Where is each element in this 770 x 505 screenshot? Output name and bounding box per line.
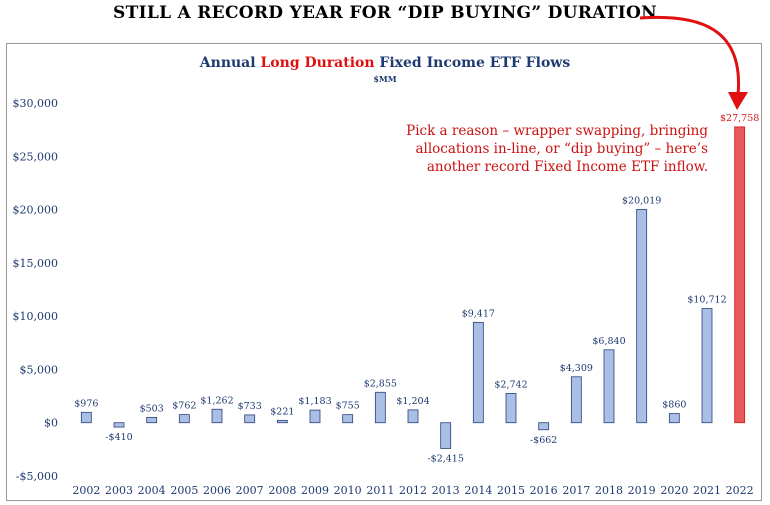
bar-2018 [603, 349, 615, 424]
bar-2011 [374, 391, 386, 424]
data-label-2013: -$2,415 [427, 453, 463, 464]
data-label-2007: $733 [238, 401, 262, 412]
bar-2013 [440, 422, 452, 449]
bar-2021 [701, 308, 713, 424]
x-tick-label: 2005 [170, 484, 198, 497]
data-label-2002: $976 [74, 398, 98, 409]
x-tick-label: 2015 [497, 484, 525, 497]
data-label-2018: $6,840 [592, 336, 625, 347]
data-label-2006: $1,262 [200, 395, 233, 406]
bar-2005 [178, 414, 190, 424]
bar-2009 [309, 409, 321, 424]
x-tick-label: 2017 [562, 484, 590, 497]
headline: STILL A RECORD YEAR FOR “DIP BUYING” DUR… [113, 3, 657, 23]
data-label-2008: $221 [270, 406, 294, 417]
x-tick-label: 2019 [628, 484, 656, 497]
bar-2003 [113, 422, 125, 428]
bar-2020 [668, 413, 680, 424]
data-label-2022: $27,758 [720, 113, 759, 124]
y-tick-label: $5,000 [20, 363, 59, 376]
data-label-2014: $9,417 [462, 308, 495, 319]
data-label-2015: $2,742 [494, 379, 527, 390]
y-axis: -$5,000 $0 $5,000 $10,000 $15,000 $20,000 $25,… [13, 97, 59, 483]
data-label-2012: $1,204 [396, 396, 429, 407]
data-label-2019: $20,019 [622, 195, 661, 206]
x-tick-label: 2021 [693, 484, 721, 497]
bar-2007 [244, 414, 256, 424]
chart-title: Annual Long Duration Fixed Income ETF Fl… [0, 55, 770, 71]
y-tick-label: $25,000 [13, 150, 59, 163]
data-label-2017: $4,309 [560, 363, 593, 374]
x-tick-label: 2010 [334, 484, 362, 497]
callout-arrow [639, 15, 741, 96]
x-tick-label: 2009 [301, 484, 329, 497]
callout-arrow-head [728, 92, 748, 110]
x-tick-label: 2003 [105, 484, 133, 497]
x-tick-label: 2012 [399, 484, 427, 497]
data-label-2005: $762 [172, 401, 196, 412]
y-tick-label: $20,000 [13, 204, 59, 217]
bar-2002 [80, 411, 92, 424]
x-tick-label: 2016 [530, 484, 558, 497]
bar-2004 [146, 416, 158, 424]
bar-2019 [636, 208, 648, 424]
bar-2008 [276, 419, 288, 424]
x-axis: 2002 2003 2004 2005 2006 2007 2008 2009 2010 2011… [72, 484, 753, 497]
data-label-2004: $503 [140, 403, 164, 414]
bar-2015 [505, 393, 517, 424]
y-tick-label: $10,000 [13, 310, 59, 323]
bar-2012 [407, 409, 419, 424]
x-tick-label: 2020 [660, 484, 688, 497]
y-tick-label: -$5,000 [16, 470, 58, 483]
annotation-text: Pick a reason – wrapper swapping, bringi… [406, 123, 708, 175]
title-part-1: Annual [199, 55, 261, 71]
bars-group [80, 126, 746, 449]
y-tick-label: $15,000 [13, 257, 59, 270]
x-tick-label: 2011 [366, 484, 394, 497]
data-label-2010: $755 [336, 401, 360, 412]
bar-2017 [570, 376, 582, 424]
bar-2014 [472, 321, 484, 424]
data-label-2003: -$410 [105, 432, 132, 443]
data-label-2009: $1,183 [298, 396, 331, 407]
x-tick-label: 2004 [138, 484, 166, 497]
title-part-2: Fixed Income ETF Flows [374, 55, 571, 71]
bar-2006 [211, 408, 223, 424]
bar-2016 [538, 422, 550, 431]
title-highlight: Long Duration [260, 55, 375, 71]
x-tick-label: 2018 [595, 484, 623, 497]
x-tick-label: 2014 [464, 484, 492, 497]
x-tick-label: 2007 [236, 484, 264, 497]
x-tick-label: 2002 [72, 484, 100, 497]
chart-frame [6, 43, 762, 501]
data-labels-group: $976 -$410 $503 $762 $1,262 $733 $221 $1,183 $75… [74, 113, 759, 465]
data-label-2016: -$662 [530, 435, 557, 446]
x-tick-label: 2006 [203, 484, 231, 497]
y-tick-label: $0 [44, 417, 58, 430]
data-label-2021: $10,712 [687, 295, 726, 306]
bar-2010 [342, 414, 354, 424]
data-label-2020: $860 [662, 400, 686, 411]
y-tick-label: $30,000 [13, 97, 59, 110]
data-label-2011: $2,855 [364, 378, 397, 389]
bar-2022 [734, 126, 746, 424]
x-tick-label: 2013 [432, 484, 460, 497]
x-tick-label: 2022 [726, 484, 754, 497]
x-tick-label: 2008 [268, 484, 296, 497]
chart-subtitle: $MM [373, 74, 397, 84]
